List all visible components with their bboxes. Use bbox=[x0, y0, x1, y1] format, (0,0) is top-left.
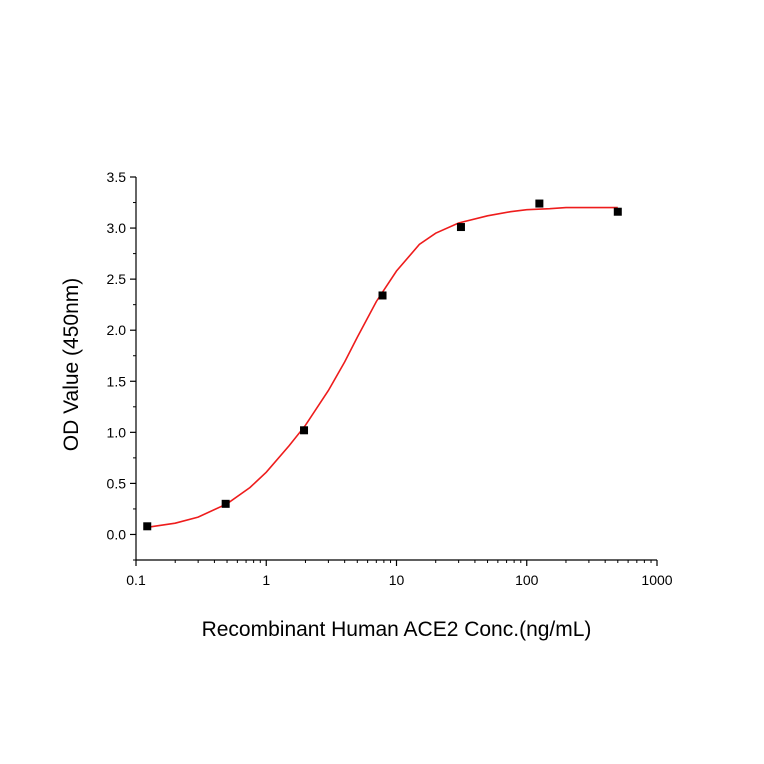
data-point bbox=[378, 291, 387, 300]
data-point bbox=[535, 199, 544, 208]
fit-curve-line bbox=[147, 206, 618, 529]
x-tick-label: 100 bbox=[515, 572, 539, 588]
y-tick-label: 1.0 bbox=[107, 424, 127, 440]
fit-curve-layer bbox=[147, 206, 618, 529]
data-point bbox=[613, 207, 622, 216]
y-tick-label: 0.5 bbox=[107, 475, 127, 491]
y-tick-label: 3.0 bbox=[107, 220, 127, 236]
x-tick-label: 0.1 bbox=[126, 572, 146, 588]
x-axis: 0.1 1 10 100 1000 bbox=[126, 559, 673, 588]
y-tick-label: 1.5 bbox=[107, 373, 127, 389]
data-point bbox=[221, 499, 230, 508]
x-tick-label: 1 bbox=[262, 572, 270, 588]
y-tick-label: 2.5 bbox=[107, 271, 127, 287]
x-tick-label: 10 bbox=[389, 572, 405, 588]
y-tick-label: 2.0 bbox=[107, 322, 127, 338]
y-axis: 0.0 0.5 1.0 1.5 2.0 2.5 3.0 3.5 bbox=[107, 169, 137, 561]
data-point bbox=[300, 426, 309, 435]
y-tick-label: 0.0 bbox=[107, 526, 127, 542]
y-tick-label: 3.5 bbox=[107, 169, 127, 185]
data-point bbox=[143, 522, 152, 531]
x-tick-label: 1000 bbox=[641, 572, 672, 588]
data-points-layer bbox=[143, 199, 622, 531]
y-axis-title: OD Value (450nm) bbox=[60, 278, 83, 452]
data-point bbox=[456, 223, 465, 232]
x-axis-title: Recombinant Human ACE2 Conc.(ng/mL) bbox=[202, 618, 592, 641]
